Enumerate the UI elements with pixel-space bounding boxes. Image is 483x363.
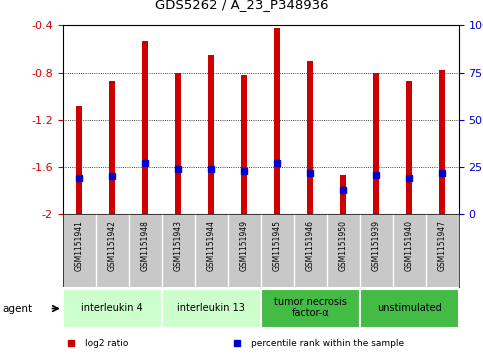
Text: unstimulated: unstimulated — [377, 303, 442, 313]
Text: GSM1151946: GSM1151946 — [306, 220, 315, 271]
Bar — [307, 61, 313, 214]
Text: GSM1151944: GSM1151944 — [207, 220, 216, 271]
Text: GSM1151947: GSM1151947 — [438, 220, 447, 271]
Bar — [76, 106, 82, 214]
Text: log2 ratio: log2 ratio — [85, 339, 128, 348]
Bar — [175, 73, 181, 214]
Text: percentile rank within the sample: percentile rank within the sample — [251, 339, 404, 348]
Text: agent: agent — [2, 303, 32, 314]
Text: GSM1151939: GSM1151939 — [372, 220, 381, 271]
Text: GSM1151941: GSM1151941 — [75, 220, 84, 271]
Bar — [341, 175, 346, 214]
Text: GSM1151949: GSM1151949 — [240, 220, 249, 271]
Text: GSM1151945: GSM1151945 — [273, 220, 282, 271]
FancyBboxPatch shape — [360, 289, 459, 328]
Text: GSM1151940: GSM1151940 — [405, 220, 414, 271]
FancyBboxPatch shape — [63, 289, 162, 328]
Bar — [406, 81, 412, 214]
Bar — [373, 73, 379, 214]
Text: GSM1151942: GSM1151942 — [108, 220, 117, 271]
FancyBboxPatch shape — [162, 289, 261, 328]
Text: GSM1151943: GSM1151943 — [174, 220, 183, 271]
FancyBboxPatch shape — [261, 289, 360, 328]
Bar — [208, 55, 214, 214]
Text: tumor necrosis
factor-α: tumor necrosis factor-α — [274, 297, 347, 318]
Bar — [440, 70, 445, 214]
Text: GSM1151948: GSM1151948 — [141, 220, 150, 271]
Text: GSM1151950: GSM1151950 — [339, 220, 348, 271]
Text: GDS5262 / A_23_P348936: GDS5262 / A_23_P348936 — [155, 0, 328, 11]
Bar — [274, 28, 280, 214]
Bar — [109, 81, 115, 214]
Bar — [142, 41, 148, 214]
Bar — [242, 75, 247, 214]
Text: interleukin 13: interleukin 13 — [177, 303, 245, 313]
Text: interleukin 4: interleukin 4 — [82, 303, 143, 313]
